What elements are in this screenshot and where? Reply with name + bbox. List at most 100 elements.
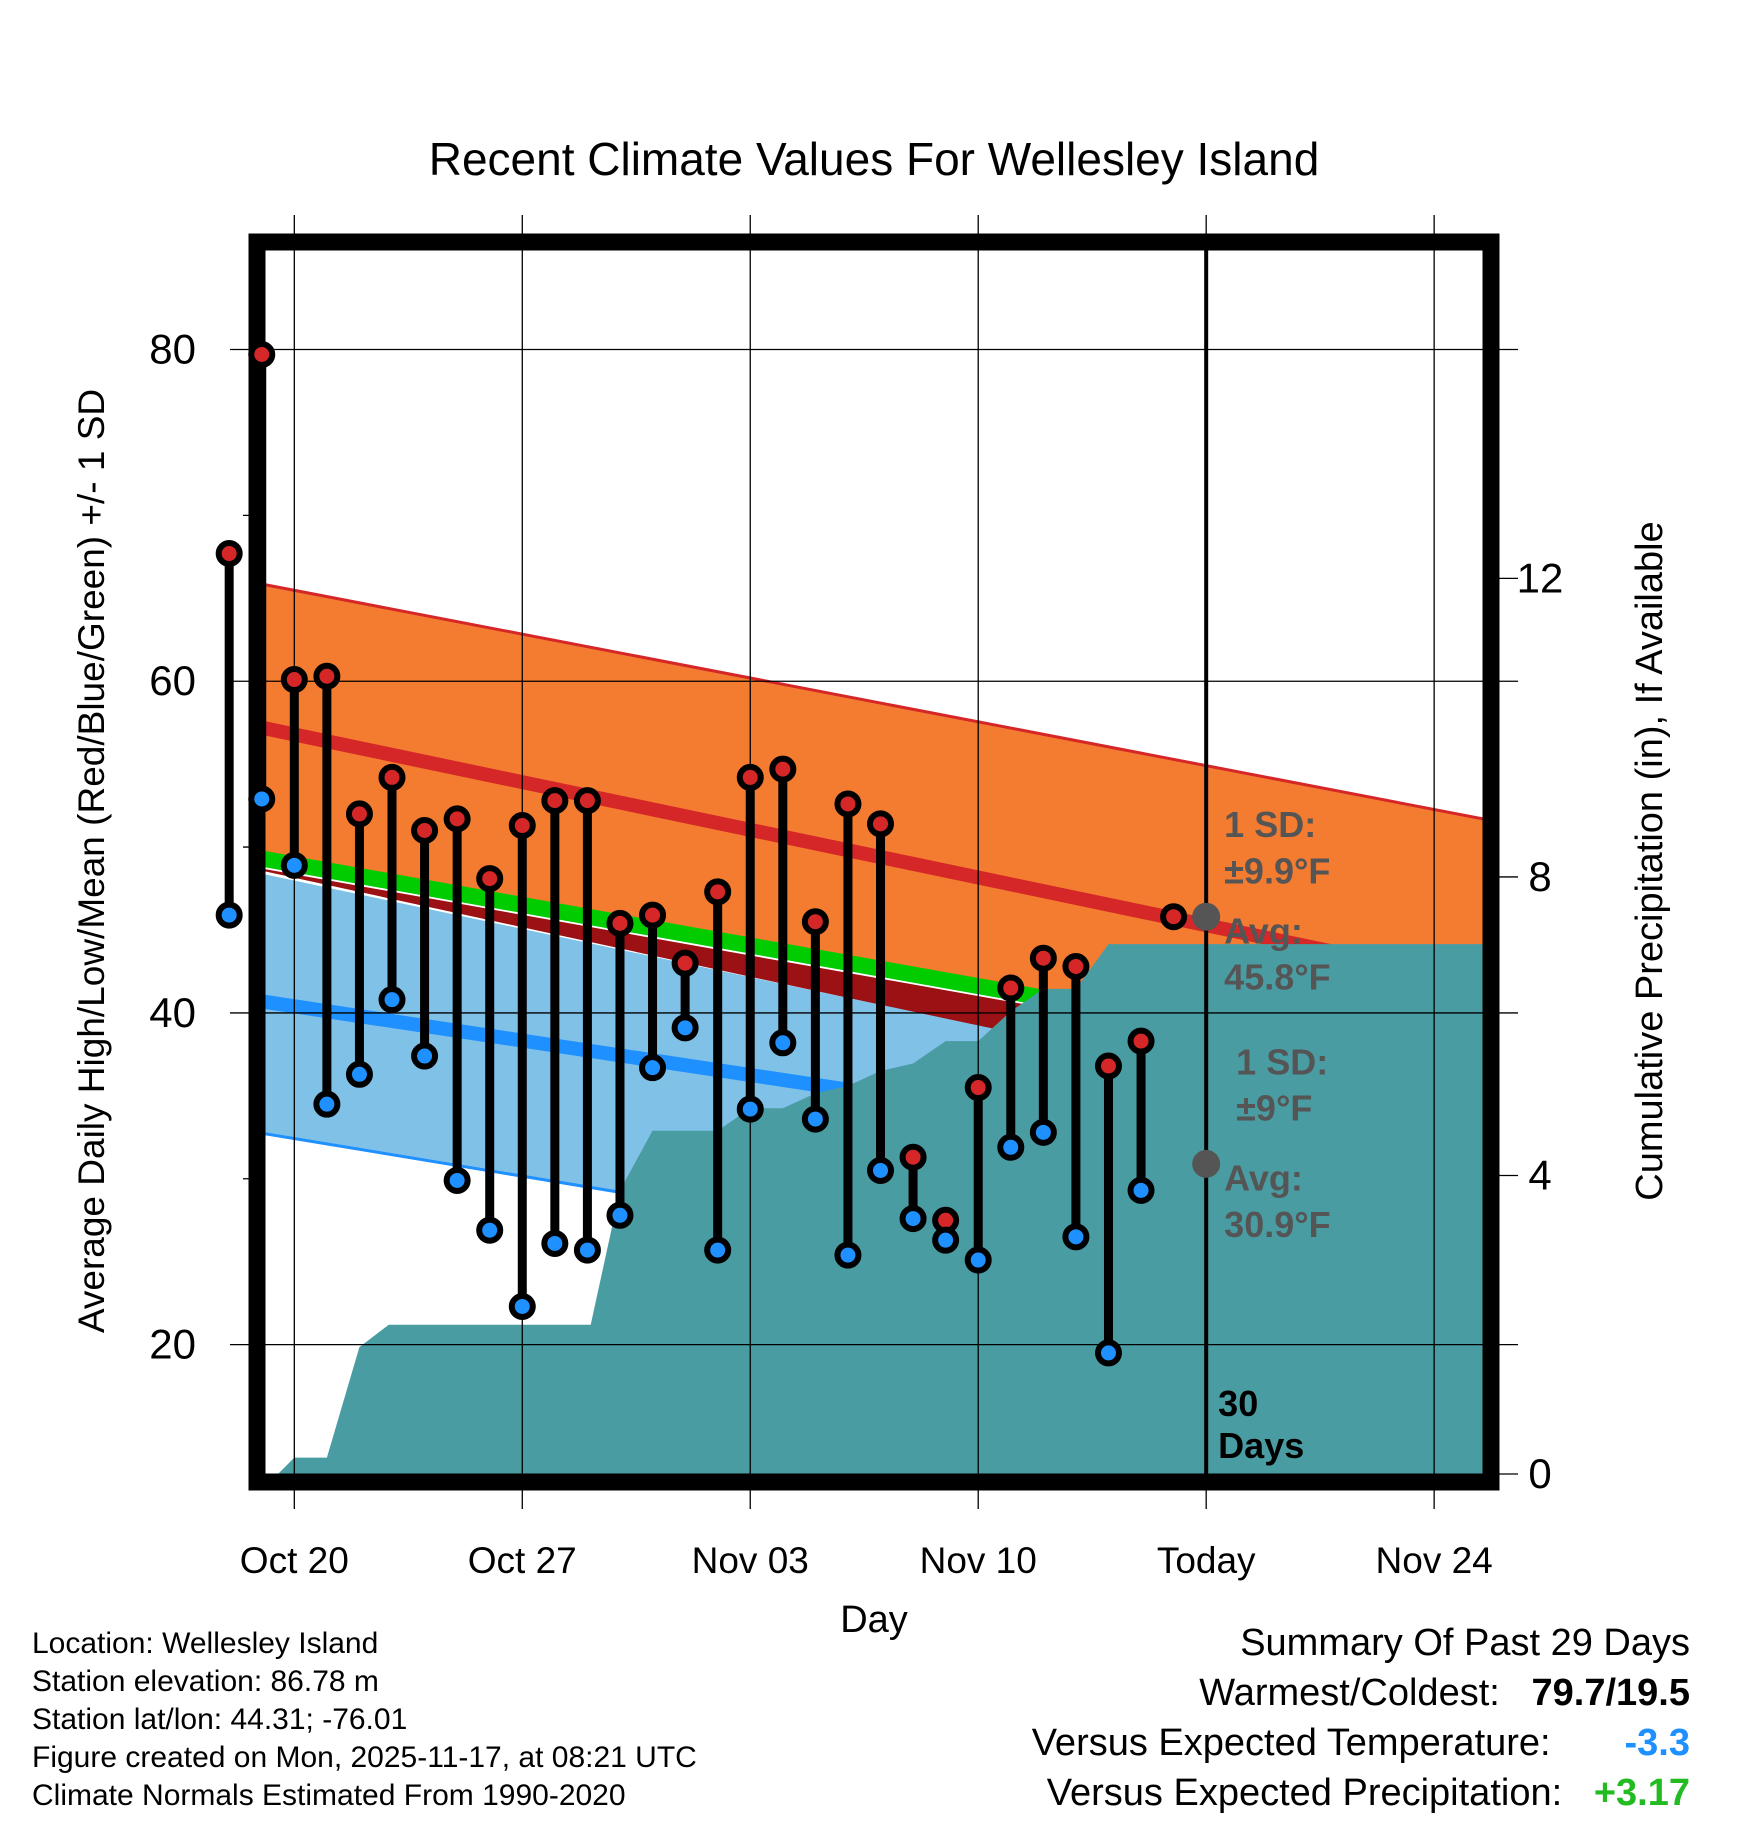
high-temp-point [736, 763, 764, 791]
low-temp-point [867, 1156, 895, 1184]
info-location: Location: Wellesley Island [32, 1627, 379, 1660]
high-temp-point [541, 787, 569, 815]
low-temp-point [443, 1166, 471, 1194]
high-temp-point [345, 800, 373, 828]
low-sd-label: 1 SD: [1236, 1041, 1328, 1082]
y2-tick-label: 4 [1528, 1151, 1551, 1198]
y-axis-title: Average Daily High/Low/Mean (Red/Blue/Gr… [71, 389, 112, 1333]
high-temp-point [1160, 903, 1188, 931]
summary-temp-label: Versus Expected Temperature: [1031, 1722, 1551, 1764]
x-axis-title: Day [840, 1599, 908, 1641]
info-latlon: Station lat/lon: 44.31; -76.01 [32, 1703, 408, 1736]
high-temp-point [801, 908, 829, 936]
summary-temp-row: Versus Expected Temperature: -3.3 [1032, 1718, 1690, 1768]
high-upper-line [265, 583, 1483, 821]
low-temp-point [932, 1226, 960, 1254]
summary-temp-value: -3.3 [1624, 1722, 1690, 1764]
y2-tick-label: 0 [1528, 1450, 1551, 1497]
high-temp-point [573, 787, 601, 815]
days-word-label: Days [1218, 1425, 1304, 1466]
low-temp-point [964, 1246, 992, 1274]
high-temp-point [867, 810, 895, 838]
high-avg-label: Avg: [1224, 910, 1303, 951]
low-temp-point [704, 1236, 732, 1264]
low-temp-point [1094, 1339, 1122, 1367]
y-tick-label: 60 [149, 657, 196, 704]
high-temp-point [411, 816, 439, 844]
x-tick-label: Today [1157, 1540, 1256, 1581]
summary-precip-label: Versus Expected Precipitation: [1046, 1772, 1563, 1814]
high-avg-marker [1192, 902, 1221, 931]
precipitation-area [278, 944, 1483, 1474]
station-info: Location: Wellesley Island Station eleva… [32, 1625, 697, 1815]
y2-axis-title: Cumulative Precipitation (in), If Availa… [1629, 521, 1671, 1200]
high-temp-point [443, 805, 471, 833]
low-avg-value: 30.9°F [1224, 1204, 1330, 1245]
low-temp-point [1029, 1118, 1057, 1146]
low-temp-point [280, 851, 308, 879]
low-temp-point [313, 1090, 341, 1118]
low-sd-value: ±9°F [1236, 1088, 1312, 1129]
info-elevation: Station elevation: 86.78 m [32, 1665, 379, 1698]
low-temp-point [248, 785, 276, 813]
low-temp-point [345, 1060, 373, 1088]
low-temp-point [215, 901, 243, 929]
low-temp-point [736, 1095, 764, 1123]
summary-precip-row: Versus Expected Precipitation: +3.17 [1032, 1768, 1690, 1818]
low-temp-point [378, 986, 406, 1014]
low-temp-point [541, 1229, 569, 1257]
summary-warmest-row: Warmest/Coldest: 79.7/19.5 [1032, 1668, 1690, 1718]
low-temp-point [573, 1236, 601, 1264]
y-tick-label: 20 [149, 1321, 196, 1368]
high-temp-point [248, 340, 276, 368]
low-temp-point [639, 1054, 667, 1082]
high-temp-point [215, 540, 243, 568]
high-temp-point [704, 878, 732, 906]
low-avg-marker [1192, 1149, 1221, 1178]
summary-warmest-value: 79.7/19.5 [1531, 1672, 1690, 1714]
high-temp-point [639, 901, 667, 929]
y-tick-label: 80 [149, 326, 196, 373]
y2-tick-label: 8 [1528, 853, 1551, 900]
low-temp-point [476, 1216, 504, 1244]
summary-title: Summary Of Past 29 Days [1240, 1622, 1690, 1664]
high-temp-point [964, 1074, 992, 1102]
high-sd-value: ±9.9°F [1224, 851, 1330, 892]
high-sd-label: 1 SD: [1224, 804, 1316, 845]
high-temp-point [834, 790, 862, 818]
summary-warmest-label: Warmest/Coldest: [1199, 1672, 1500, 1714]
x-tick-label: Oct 20 [240, 1540, 349, 1581]
high-temp-point [378, 763, 406, 791]
high-temp-point [1094, 1052, 1122, 1080]
high-temp-point [313, 662, 341, 690]
high-temp-point [769, 755, 797, 783]
high-temp-point [280, 666, 308, 694]
low-temp-point [769, 1029, 797, 1057]
x-tick-label: Nov 03 [692, 1540, 809, 1581]
low-temp-point [997, 1133, 1025, 1161]
x-tick-label: Nov 10 [920, 1540, 1037, 1581]
low-temp-point [671, 1014, 699, 1042]
low-avg-label: Avg: [1224, 1157, 1303, 1198]
y2-tick-label: 12 [1517, 554, 1564, 601]
x-tick-label: Nov 24 [1376, 1540, 1493, 1581]
low-temp-point [411, 1042, 439, 1070]
high-temp-point [508, 812, 536, 840]
low-temp-point [1127, 1176, 1155, 1204]
summary-precip-value: +3.17 [1593, 1772, 1690, 1814]
info-normals: Climate Normals Estimated From 1990-2020 [32, 1779, 626, 1812]
days-count-label: 30 [1218, 1383, 1258, 1424]
high-temp-point [606, 909, 634, 937]
low-temp-point [1062, 1223, 1090, 1251]
x-tick-label: Oct 27 [468, 1540, 577, 1581]
high-avg-value: 45.8°F [1224, 957, 1330, 998]
high-temp-point [899, 1143, 927, 1171]
high-temp-point [1029, 944, 1057, 972]
high-temp-point [1062, 952, 1090, 980]
info-created: Figure created on Mon, 2025-11-17, at 08… [32, 1741, 697, 1774]
high-temp-point [476, 865, 504, 893]
high-temp-point [1127, 1027, 1155, 1055]
low-temp-point [801, 1105, 829, 1133]
y-tick-label: 40 [149, 989, 196, 1036]
